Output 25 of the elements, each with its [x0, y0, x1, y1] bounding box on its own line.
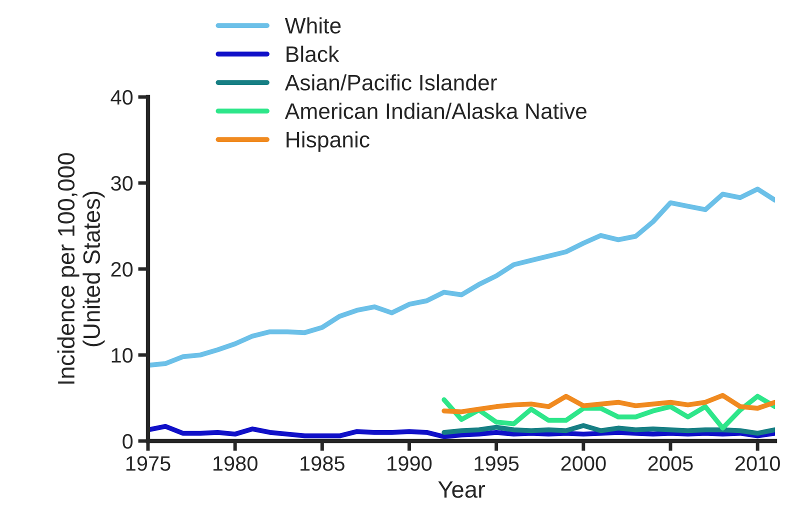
y-axis-title: Incidence per 100,000 (United States) [57, 153, 105, 384]
line-series [442, 392, 775, 414]
line-series [148, 424, 775, 440]
line-series [442, 394, 775, 431]
x-tick-label: 1985 [300, 456, 344, 471]
legend-label: Hispanic [286, 131, 370, 152]
x-tick-label: 1990 [388, 456, 432, 471]
x-tick-label: 2000 [561, 456, 606, 471]
x-tick-label: 2010 [735, 456, 780, 471]
y-tick-label: 40 [110, 90, 133, 105]
legend-label: Asian/Pacific Islander [284, 74, 497, 91]
x-tick-label: 1980 [214, 456, 258, 471]
line-series [148, 186, 775, 368]
legend-label: American Indian/Alaska Native [284, 102, 586, 120]
legend-label: Black [286, 46, 340, 62]
x-tick-label: 2005 [648, 456, 693, 471]
y-tick-label: 20 [111, 262, 133, 277]
x-tick-label: 1995 [474, 456, 519, 471]
y-tick-label: 30 [111, 176, 133, 191]
y-tick-label: 0 [122, 434, 133, 449]
line-series [442, 423, 775, 436]
x-tick-label: 1975 [126, 456, 170, 471]
y-tick-label: 10 [112, 348, 133, 363]
x-axis-title: Year [438, 481, 485, 498]
legend-label: White [284, 17, 341, 34]
